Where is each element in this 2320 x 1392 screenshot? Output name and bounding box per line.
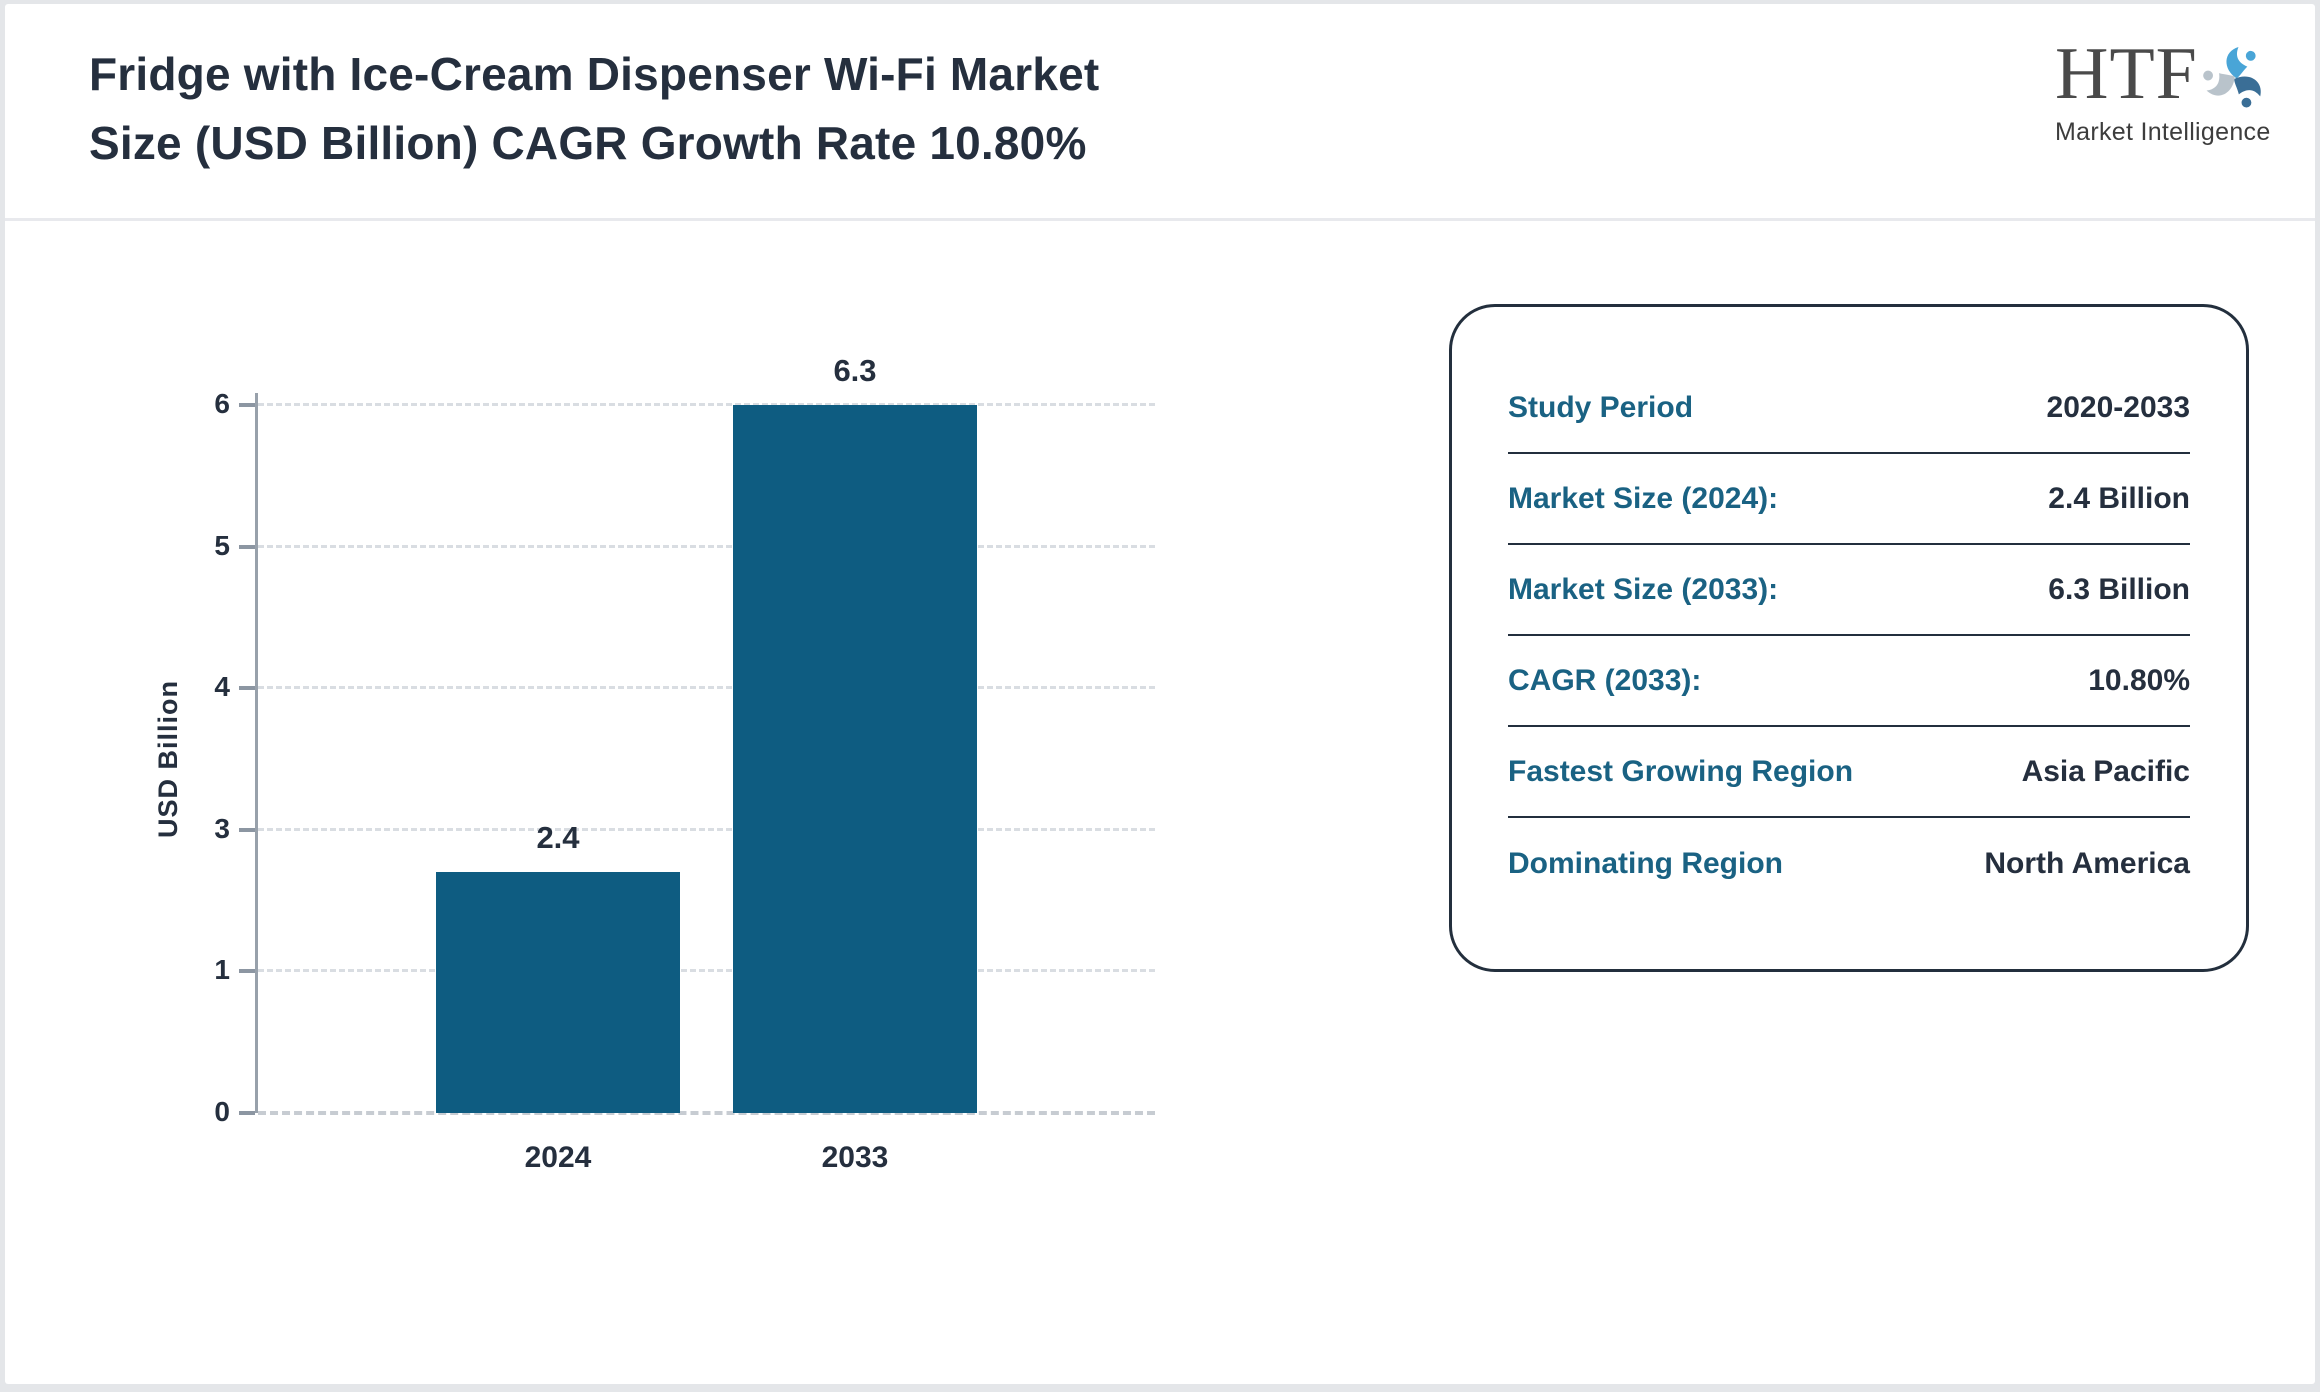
gridline	[258, 403, 1155, 406]
report-card: Fridge with Ice-Cream Dispenser Wi-Fi Ma…	[5, 4, 2315, 1384]
page-title: Fridge with Ice-Cream Dispenser Wi-Fi Ma…	[89, 48, 1100, 169]
x-axis-label: 2024	[524, 1141, 592, 1174]
gridline	[258, 969, 1155, 973]
header-divider	[5, 218, 2315, 221]
y-tick-label: 5	[214, 529, 230, 561]
summary-row-value: 2.4 Billion	[2048, 481, 2190, 515]
summary-row-label: Study Period	[1508, 390, 1694, 424]
y-tick-label: 6	[214, 388, 230, 419]
y-tick-label: 0	[214, 1096, 230, 1127]
summary-row: Market Size (2033): 6.3 Billion	[1508, 545, 2190, 636]
summary-panel: Study Period 2020-2033 Market Size (2024):…	[1449, 304, 2249, 972]
bar-2033	[733, 405, 977, 1113]
y-tick-mark	[239, 1111, 255, 1115]
bar-2024	[436, 872, 680, 1113]
summary-row-value: 10.80%	[2088, 663, 2190, 697]
y-tick-mark	[239, 969, 255, 974]
y-tick-label: 1	[214, 954, 230, 986]
gridline	[258, 686, 1155, 690]
summary-row-label: CAGR (2033):	[1508, 663, 1702, 697]
summary-row-label: Dominating Region	[1508, 846, 1783, 880]
logo-row: HTF	[2055, 33, 2270, 126]
summary-row: CAGR (2033): 10.80%	[1508, 636, 2190, 727]
y-tick-mark	[239, 403, 255, 407]
y-tick-mark	[239, 686, 255, 691]
x-axis-label: 2033	[821, 1141, 889, 1174]
gridline	[258, 544, 1155, 548]
y-tick-mark	[239, 544, 255, 549]
summary-row: Market Size (2024): 2.4 Billion	[1508, 454, 2190, 545]
summary-row: Dominating Region North America	[1508, 818, 2190, 909]
people-swirl-icon	[2202, 47, 2261, 108]
summary-row-value: 2020-2033	[2046, 390, 2190, 424]
y-axis-line	[255, 393, 258, 1113]
summary-row-value: 6.3 Billion	[2048, 572, 2190, 606]
y-axis-title: USD Billion	[153, 680, 183, 838]
summary-row: Study Period 2020-2033	[1508, 363, 2190, 454]
gridline	[258, 1111, 1155, 1115]
summary-row-value: North America	[1984, 846, 2190, 880]
summary-row-label: Market Size (2033):	[1508, 572, 1779, 606]
bar-value-label: 6.3	[833, 353, 877, 388]
y-tick-mark	[239, 827, 255, 832]
y-tick-label: 3	[214, 812, 230, 844]
logo-text: HTF	[2055, 33, 2198, 115]
htf-logo: HTF Market Inte	[2055, 33, 2271, 147]
gridline	[258, 827, 1155, 831]
summary-row-value: Asia Pacific	[2021, 754, 2190, 788]
summary-row-label: Fastest Growing Region	[1508, 754, 1854, 788]
y-tick-label: 4	[214, 671, 230, 703]
bar-value-label: 2.4	[536, 820, 580, 856]
bar-chart: 0 1 3 4 5 6 USD Billion 2.4 2024 6.3 2033	[5, 4, 1255, 1254]
logo-subtext: Market Intelligence	[2055, 118, 2271, 146]
summary-row-label: Market Size (2024):	[1508, 481, 1779, 515]
summary-row: Fastest Growing Region Asia Pacific	[1508, 727, 2190, 818]
